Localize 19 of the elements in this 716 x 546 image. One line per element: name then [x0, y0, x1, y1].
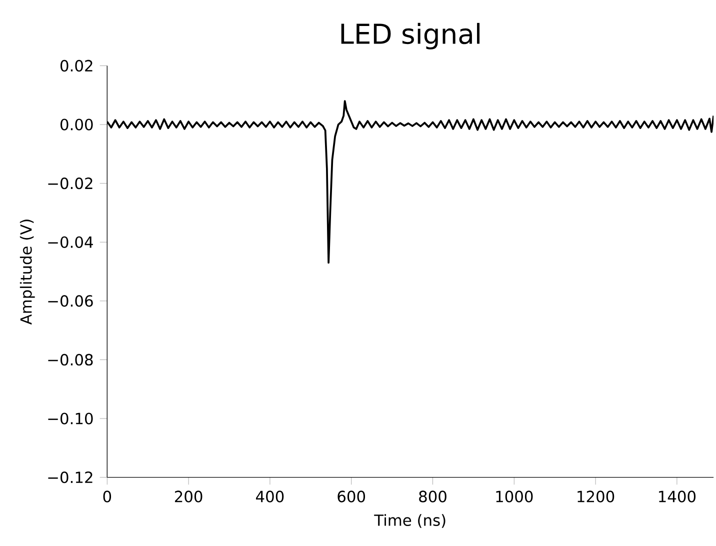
y-tick-label: −0.12: [48, 472, 92, 484]
x-tick-label: 800: [419, 490, 446, 503]
y-tick-label: −0.04: [48, 236, 93, 248]
y-axis-title: Amplitude (V): [20, 220, 35, 325]
y-tick-label: −0.02: [48, 178, 92, 190]
x-tick-label: 400: [256, 490, 284, 503]
x-tick-label: 0: [103, 490, 112, 503]
x-axis-title: Time (ns): [374, 514, 446, 528]
x-tick-label: 1200: [578, 490, 614, 503]
x-tick-label: 1000: [496, 490, 533, 503]
y-tick-label: 0.02: [60, 60, 92, 72]
y-tick-label: −0.08: [48, 354, 93, 366]
y-tick-label: 0.00: [60, 118, 93, 131]
x-tick-label: 200: [174, 490, 202, 503]
y-tick-label: −0.06: [48, 295, 93, 307]
y-tick-label: −0.10: [48, 412, 93, 425]
chart-title: LED signal: [341, 23, 480, 50]
x-tick-label: 600: [338, 490, 366, 503]
x-tick-label: 1400: [659, 490, 696, 503]
